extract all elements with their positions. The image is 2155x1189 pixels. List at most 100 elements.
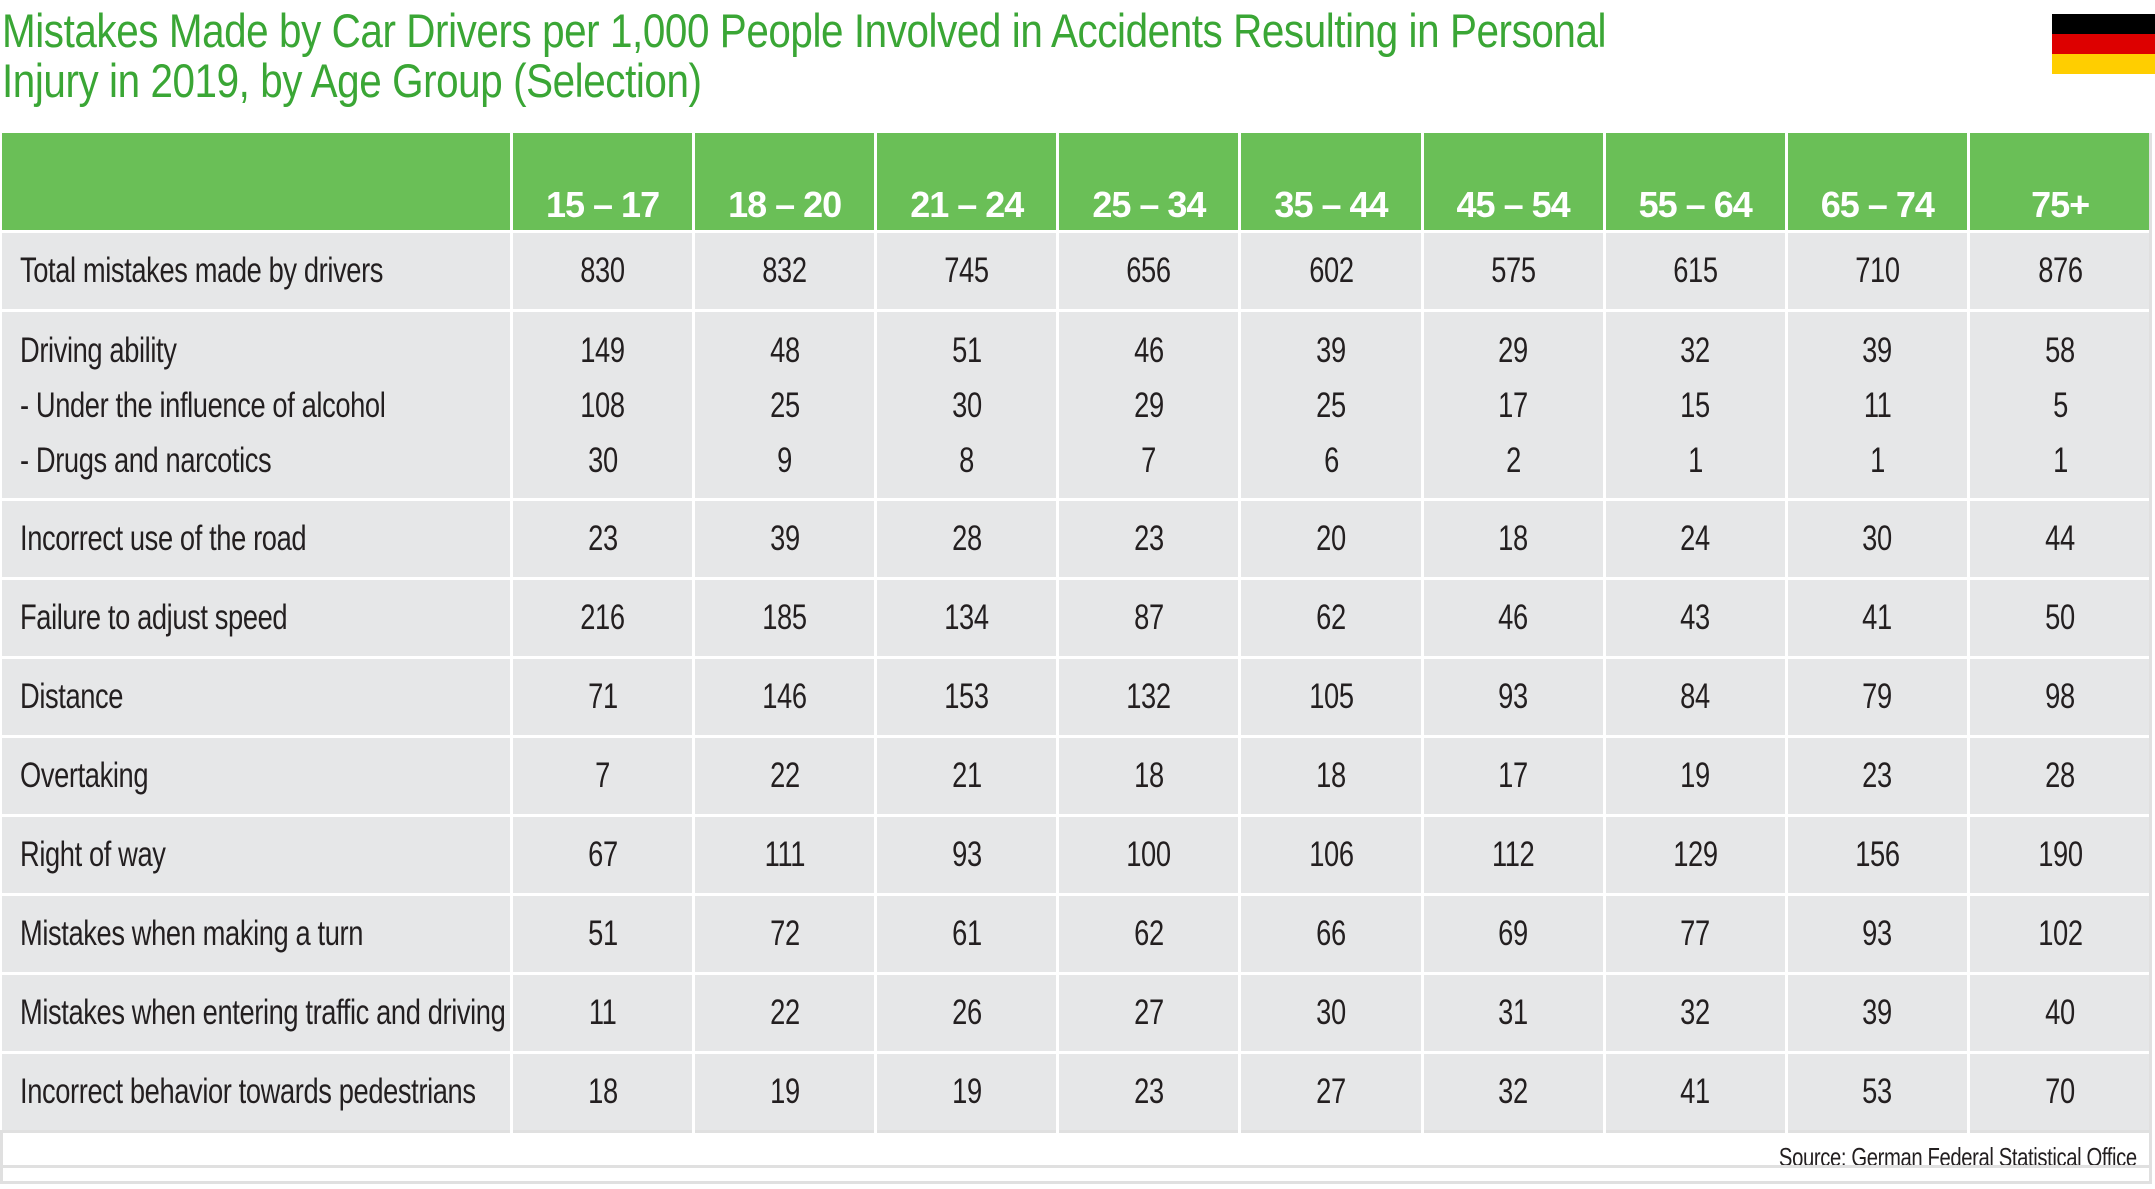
row-label-cell: Distance [1,656,512,737]
value: 19 [951,1072,982,1111]
value-cell: 21 [874,735,1058,816]
value: 39 [769,519,800,558]
value: 745 [944,251,990,290]
value-cell: 18 [509,1051,694,1132]
value: 153 [944,677,990,716]
value: 832 [762,251,807,290]
value: 710 [1855,251,1900,290]
value: 216 [580,598,625,637]
value: 156 [1855,835,1900,874]
value: 31 [1498,993,1528,1032]
value: 19 [769,1072,800,1111]
value-cell: 79 [1784,656,1969,737]
value-cell: 41 [1784,577,1969,658]
value: 575 [1490,251,1536,290]
value-cell: 132 [1056,656,1240,737]
value-cell: 93 [874,814,1058,895]
value-cell: 23 [1056,1051,1240,1132]
value-cell: 69 [1420,893,1605,974]
value: 8 [959,440,975,480]
table-row: Incorrect behavior towards pedestrians 18… [1,1051,2151,1132]
value-cell: 98 [1966,656,2151,737]
value-cell: 190 [1966,814,2151,895]
german-flag-icon [2052,14,2155,74]
value: 18 [1134,756,1164,795]
value: 112 [1491,835,1535,874]
row-label-cell: Mistakes when making a turn [1,893,512,974]
value-cell: 832 [692,230,876,311]
value-cell: 216 [509,577,694,658]
value: 19 [1680,756,1710,795]
row-label-cell: Incorrect use of the road [1,498,512,579]
value-cell: 44 [1966,498,2151,579]
column-header-age-group: 65 – 74 [1784,133,1969,232]
value: 98 [2045,677,2075,716]
value: 132 [1126,677,1172,716]
value-cell: 50 [1966,577,2151,658]
value: 32 [1498,1072,1528,1111]
value: 62 [1316,598,1346,637]
column-header-age-group: 75+ [1966,133,2151,232]
flag-stripe-red [2052,34,2155,54]
value: 22 [769,993,800,1032]
value: 30 [1862,519,1893,558]
value: 25 [1316,385,1346,425]
value-cell: 602 [1238,230,1423,311]
value-cell: 67 [509,814,694,895]
table-header-row: 15 – 17 18 – 20 21 – 24 25 – 34 35 – 44 45 – … [1,133,2151,232]
value-cell: 32 [1420,1051,1605,1132]
value-cell: 29 17 2 [1420,309,1605,500]
flag-stripe-gold [2052,54,2155,74]
value-cell: 575 [1420,230,1605,311]
value-cell: 28 [874,498,1058,579]
value: 7 [1141,440,1157,480]
value: 615 [1673,251,1718,290]
value: 32 [1680,993,1710,1032]
value-cell: 32 15 1 [1602,309,1787,500]
header-label-corner [1,133,512,232]
value: 41 [1680,1072,1710,1111]
value-cell: 70 [1966,1051,2151,1132]
value: 111 [764,835,805,874]
value: 30 [1316,993,1346,1032]
value-cell: 656 [1056,230,1240,311]
value: 32 [1680,330,1710,370]
value: 105 [1308,677,1354,716]
value-cell: 102 [1966,893,2151,974]
table-row: Right of way 67 111 93 100 106 112 129 156 190 [1,814,2151,895]
value-cell: 27 [1238,1051,1423,1132]
value-cell: 134 [874,577,1058,658]
row-label-cell: Driving ability - Under the influence of … [1,309,512,500]
value: 18 [1316,756,1346,795]
value-cell: 830 [509,230,694,311]
value-cell: 18 [1420,498,1605,579]
value-cell: 77 [1602,893,1787,974]
value-cell: 30 [1784,498,1969,579]
row-label-cell: Mistakes when entering traffic and drivi… [1,972,512,1053]
mistakes-table: 15 – 17 18 – 20 21 – 24 25 – 34 35 – 44 45 – … [0,133,2152,1184]
value: 9 [777,440,793,480]
value: 1 [1687,440,1703,480]
value: 25 [769,385,800,425]
value-cell: 18 [1056,735,1240,816]
value: 18 [1498,519,1528,558]
row-label: Driving ability [19,330,177,370]
value-cell: 93 [1784,893,1969,974]
table-row: Distance 71 146 153 132 105 93 84 79 98 [1,656,2151,737]
value: 48 [769,330,800,370]
value-cell: 17 [1420,735,1605,816]
column-header-age-group: 55 – 64 [1602,133,1787,232]
column-header-age-group: 21 – 24 [874,133,1058,232]
value: 29 [1134,385,1164,425]
value: 30 [951,385,982,425]
row-label-cell: Total mistakes made by drivers [1,230,512,311]
row-label: - Drugs and narcotics [19,440,272,480]
value-cell: 745 [874,230,1058,311]
value-cell: 19 [692,1051,876,1132]
value: 106 [1308,835,1354,874]
value-cell: 18 [1238,735,1423,816]
value-cell: 53 [1784,1051,1969,1132]
value: 108 [580,385,625,425]
value: 70 [2045,1072,2075,1111]
row-label: Mistakes when entering traffic and drivi… [19,993,512,1032]
